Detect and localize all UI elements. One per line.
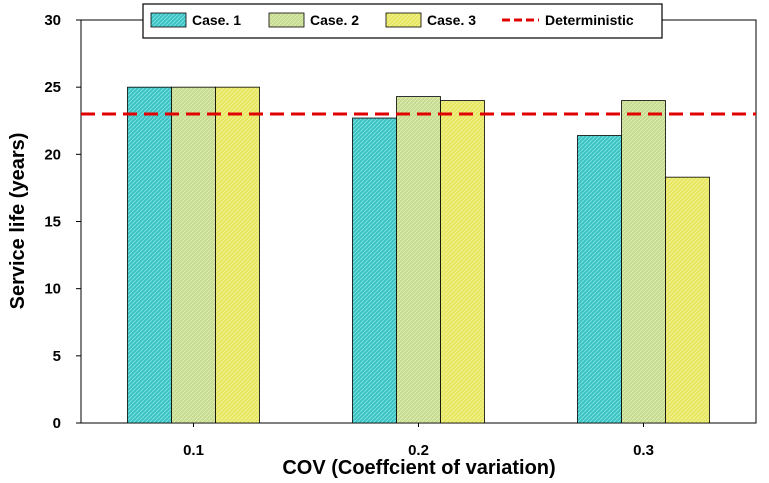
x-tick-label: 0.1 xyxy=(183,442,204,459)
legend-swatch-case-2 xyxy=(268,12,305,28)
bar-case-3-cov-0.3 xyxy=(665,176,710,424)
legend-label-case-1: Case. 1 xyxy=(192,12,241,28)
y-tick-label: 10 xyxy=(44,281,61,298)
legend: Case. 1 Case. 2 Case. 3 Deterministic xyxy=(142,3,663,39)
y-tick-label: 20 xyxy=(44,146,61,163)
legend-swatch-case-3 xyxy=(385,12,422,28)
y-tick-label: 0 xyxy=(53,415,61,432)
legend-swatch-case-1 xyxy=(150,12,187,28)
bar-case-1-cov-0.1 xyxy=(127,86,172,424)
bar-case-2-cov-0.3 xyxy=(621,100,666,424)
legend-label-case-3: Case. 3 xyxy=(427,12,476,28)
bar-case-3-cov-0.2 xyxy=(440,100,485,424)
x-axis-ticks: 0.1 0.2 0.3 xyxy=(183,423,654,459)
legend-label-case-2: Case. 2 xyxy=(310,12,359,28)
y-tick-label: 5 xyxy=(53,348,61,365)
legend-label-deterministic: Deterministic xyxy=(545,12,634,28)
y-axis-ticks: 0 5 10 15 20 25 30 xyxy=(44,12,81,432)
y-axis-title: Service life (years) xyxy=(7,133,29,310)
y-tick-label: 15 xyxy=(44,214,61,231)
x-tick-label: 0.2 xyxy=(408,442,429,459)
y-tick-label: 25 xyxy=(44,79,61,96)
x-axis-title: COV (Coeffcient of variation) xyxy=(282,457,555,479)
bars xyxy=(127,86,710,424)
y-tick-label: 30 xyxy=(44,12,61,29)
bar-case-1-cov-0.2 xyxy=(352,117,397,424)
bar-case-1-cov-0.3 xyxy=(577,135,622,424)
bar-case-3-cov-0.1 xyxy=(215,86,260,424)
bar-case-2-cov-0.2 xyxy=(396,96,441,424)
x-tick-label: 0.3 xyxy=(633,442,654,459)
bar-case-2-cov-0.1 xyxy=(171,86,216,424)
